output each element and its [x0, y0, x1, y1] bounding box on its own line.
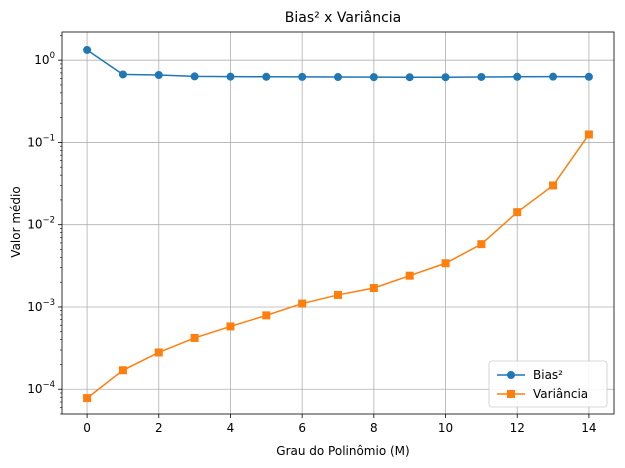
x-axis-label: Grau do Polinômio (M) [276, 444, 409, 458]
x-tick-label: 0 [83, 421, 91, 435]
y-tick-label: 10−1 [27, 133, 55, 149]
y-tick-base: 10 [34, 53, 49, 67]
legend: Bias² Variância [488, 360, 608, 408]
data-point [369, 73, 378, 82]
legend-label: Variância [533, 387, 588, 401]
y-tick-exponent: −2 [42, 216, 55, 226]
data-point [513, 72, 522, 81]
data-point [513, 208, 522, 217]
data-point [154, 71, 163, 80]
x-tick-label: 4 [227, 421, 235, 435]
y-tick-label: 10−3 [27, 298, 55, 314]
data-point [334, 73, 342, 82]
data-point [477, 240, 486, 249]
data-point [262, 72, 271, 81]
x-tick-label: 14 [581, 421, 596, 435]
y-tick-base: 10 [27, 218, 42, 232]
data-point [226, 322, 235, 331]
y-tick-label: 10−2 [27, 216, 55, 232]
data-point [405, 271, 414, 280]
y-tick-base: 10 [27, 382, 42, 396]
data-point [441, 73, 450, 82]
x-tick-label: 8 [370, 421, 378, 435]
y-tick-label: 100 [34, 51, 55, 67]
grid [62, 32, 614, 414]
x-tick-label: 2 [155, 421, 163, 435]
data-point [83, 45, 92, 54]
data-point [584, 72, 593, 81]
data-point [226, 72, 235, 81]
legend-marker [507, 371, 515, 379]
data-point [118, 366, 127, 375]
x-tick-label: 6 [298, 421, 306, 435]
data-point [83, 394, 92, 403]
data-point [369, 284, 378, 293]
y-tick-base: 10 [27, 135, 42, 149]
y-tick-exponent: −4 [42, 380, 55, 390]
y-axis-label: Valor médio [9, 186, 23, 257]
legend-box [488, 360, 608, 408]
data-point [477, 72, 486, 81]
y-tick-exponent: −3 [42, 298, 55, 308]
y-tick-label: 10−4 [27, 380, 55, 396]
data-point [190, 72, 199, 81]
data-point [298, 299, 307, 308]
data-point [190, 333, 199, 342]
x-tick-label: 12 [510, 421, 525, 435]
y-tick-exponent: −1 [42, 133, 55, 143]
x-tick-label: 10 [438, 421, 453, 435]
data-point [441, 259, 450, 268]
data-point [549, 72, 558, 81]
data-point [584, 130, 593, 139]
data-point [405, 73, 414, 82]
legend-marker [507, 390, 515, 398]
y-tick-exponent: 0 [50, 51, 55, 61]
chart-title: Bias² x Variância [285, 10, 402, 26]
plot-frame [61, 31, 615, 415]
data-point [298, 72, 307, 81]
legend-label: Bias² [533, 368, 563, 382]
data-point [118, 70, 127, 79]
x-axis: 0 2 4 6 8 10 12 14 [83, 414, 597, 435]
data-point [262, 311, 271, 320]
data-point [334, 290, 342, 299]
data-point [549, 181, 558, 190]
y-tick-base: 10 [27, 300, 42, 314]
data-point [154, 348, 163, 357]
series-layer [83, 45, 593, 403]
